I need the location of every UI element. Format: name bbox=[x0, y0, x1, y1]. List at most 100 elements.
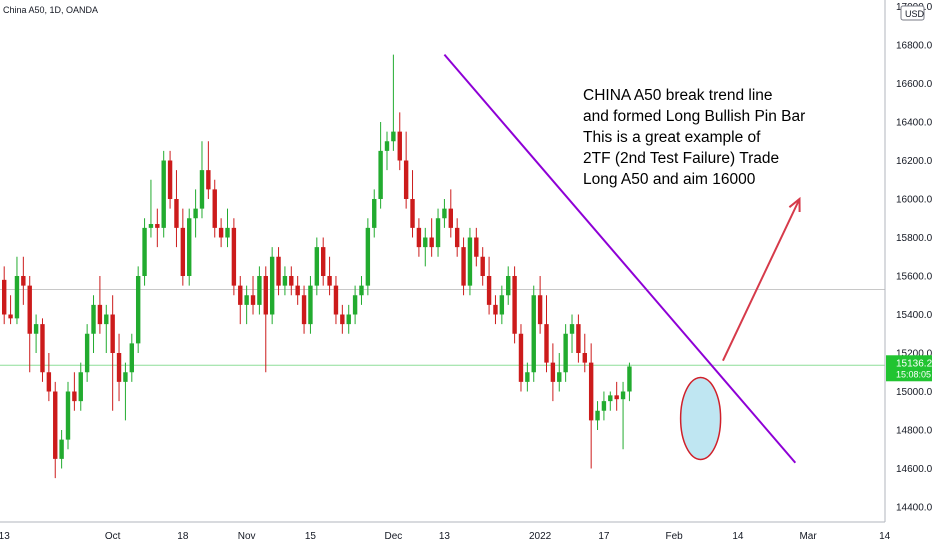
pin-bar-highlight-ellipse[interactable] bbox=[679, 376, 722, 461]
candle[interactable] bbox=[27, 276, 32, 373]
candle[interactable] bbox=[608, 391, 613, 411]
candle[interactable] bbox=[499, 285, 505, 325]
candle[interactable] bbox=[595, 401, 600, 430]
candle[interactable] bbox=[544, 295, 549, 373]
candle[interactable] bbox=[474, 227, 479, 267]
candle[interactable] bbox=[65, 381, 71, 450]
candle[interactable] bbox=[123, 362, 128, 421]
candle[interactable] bbox=[263, 266, 268, 373]
candle[interactable] bbox=[187, 208, 192, 286]
candle[interactable] bbox=[104, 304, 109, 353]
candle[interactable] bbox=[257, 266, 262, 315]
candle[interactable] bbox=[576, 314, 581, 363]
candle[interactable] bbox=[244, 285, 249, 325]
candle[interactable] bbox=[352, 285, 358, 325]
candle[interactable] bbox=[359, 276, 364, 305]
candle[interactable] bbox=[40, 318, 45, 382]
candle[interactable] bbox=[78, 362, 83, 411]
candle[interactable] bbox=[59, 430, 64, 469]
candle[interactable] bbox=[346, 304, 351, 334]
candle[interactable] bbox=[116, 333, 122, 402]
candle[interactable] bbox=[506, 266, 511, 305]
candle[interactable] bbox=[372, 189, 377, 238]
candle[interactable] bbox=[340, 304, 345, 334]
currency-badge[interactable]: USD bbox=[900, 5, 925, 21]
candle[interactable] bbox=[435, 208, 441, 257]
candle[interactable] bbox=[531, 285, 536, 382]
candle[interactable] bbox=[250, 276, 256, 315]
candle[interactable] bbox=[601, 391, 607, 421]
candle[interactable] bbox=[365, 218, 371, 296]
candle[interactable] bbox=[327, 256, 332, 296]
candle[interactable] bbox=[46, 353, 52, 402]
candle[interactable] bbox=[212, 179, 217, 238]
candle[interactable] bbox=[391, 54, 396, 151]
candle[interactable] bbox=[84, 324, 90, 382]
candle[interactable] bbox=[155, 208, 160, 248]
candle[interactable] bbox=[384, 131, 390, 171]
candle[interactable] bbox=[627, 362, 632, 402]
candle[interactable] bbox=[442, 199, 447, 228]
candle[interactable] bbox=[206, 141, 211, 199]
candle[interactable] bbox=[454, 218, 460, 257]
candle[interactable] bbox=[557, 353, 562, 392]
candle[interactable] bbox=[397, 112, 402, 171]
candle[interactable] bbox=[301, 285, 307, 334]
candle[interactable] bbox=[193, 189, 198, 238]
candle[interactable] bbox=[461, 237, 466, 296]
candle[interactable] bbox=[282, 266, 288, 296]
target-arrow[interactable] bbox=[722, 196, 801, 362]
candle[interactable] bbox=[480, 247, 485, 286]
candle[interactable] bbox=[308, 276, 313, 334]
candle[interactable] bbox=[276, 247, 281, 296]
candle[interactable] bbox=[231, 218, 237, 296]
candle[interactable] bbox=[129, 333, 134, 382]
candle[interactable] bbox=[97, 276, 103, 334]
candle[interactable] bbox=[314, 237, 320, 296]
candle[interactable] bbox=[199, 141, 205, 219]
candle[interactable] bbox=[167, 150, 173, 209]
candle[interactable] bbox=[569, 314, 575, 354]
candle[interactable] bbox=[614, 381, 619, 411]
candle[interactable] bbox=[525, 362, 530, 392]
candle[interactable] bbox=[550, 343, 556, 402]
candle[interactable] bbox=[493, 295, 498, 325]
candle[interactable] bbox=[174, 170, 179, 248]
candle[interactable] bbox=[33, 314, 39, 354]
annotation-text[interactable]: CHINA A50 break trend line and formed Lo… bbox=[583, 87, 805, 188]
candle[interactable] bbox=[563, 324, 568, 382]
candle[interactable] bbox=[620, 381, 626, 450]
candle[interactable] bbox=[321, 237, 326, 286]
candle[interactable] bbox=[467, 227, 473, 296]
candle[interactable] bbox=[410, 170, 415, 238]
candle[interactable] bbox=[333, 276, 339, 325]
candle[interactable] bbox=[429, 218, 434, 257]
candle[interactable] bbox=[8, 295, 13, 325]
candle[interactable] bbox=[148, 179, 154, 238]
candle[interactable] bbox=[91, 295, 96, 353]
candle[interactable] bbox=[269, 247, 275, 325]
candle[interactable] bbox=[218, 218, 224, 248]
candle[interactable] bbox=[378, 122, 383, 209]
price-axis[interactable]: 14400.0 14600.0 14800.0 15000.0 15200.0 15400… bbox=[884, 0, 932, 522]
candle[interactable] bbox=[72, 372, 77, 411]
candle[interactable] bbox=[416, 218, 422, 257]
candle[interactable] bbox=[403, 131, 409, 209]
candle[interactable] bbox=[135, 266, 141, 353]
candle[interactable] bbox=[161, 150, 166, 238]
candle[interactable] bbox=[14, 256, 20, 325]
candle[interactable] bbox=[289, 266, 294, 296]
candle[interactable] bbox=[238, 276, 243, 325]
candle[interactable] bbox=[518, 324, 524, 392]
candle[interactable] bbox=[225, 208, 230, 248]
candle[interactable] bbox=[53, 381, 58, 479]
time-axis[interactable]: 13 Oct 18 Nov 15 Dec 13 2022 17 Feb 14 Mar 14 bbox=[0, 521, 891, 542]
candle[interactable] bbox=[512, 266, 517, 344]
trend-line[interactable] bbox=[443, 53, 797, 464]
candle[interactable] bbox=[582, 333, 587, 373]
candle[interactable] bbox=[486, 256, 492, 315]
candle[interactable] bbox=[110, 295, 115, 411]
candle[interactable] bbox=[21, 256, 26, 305]
candle[interactable] bbox=[295, 276, 300, 305]
